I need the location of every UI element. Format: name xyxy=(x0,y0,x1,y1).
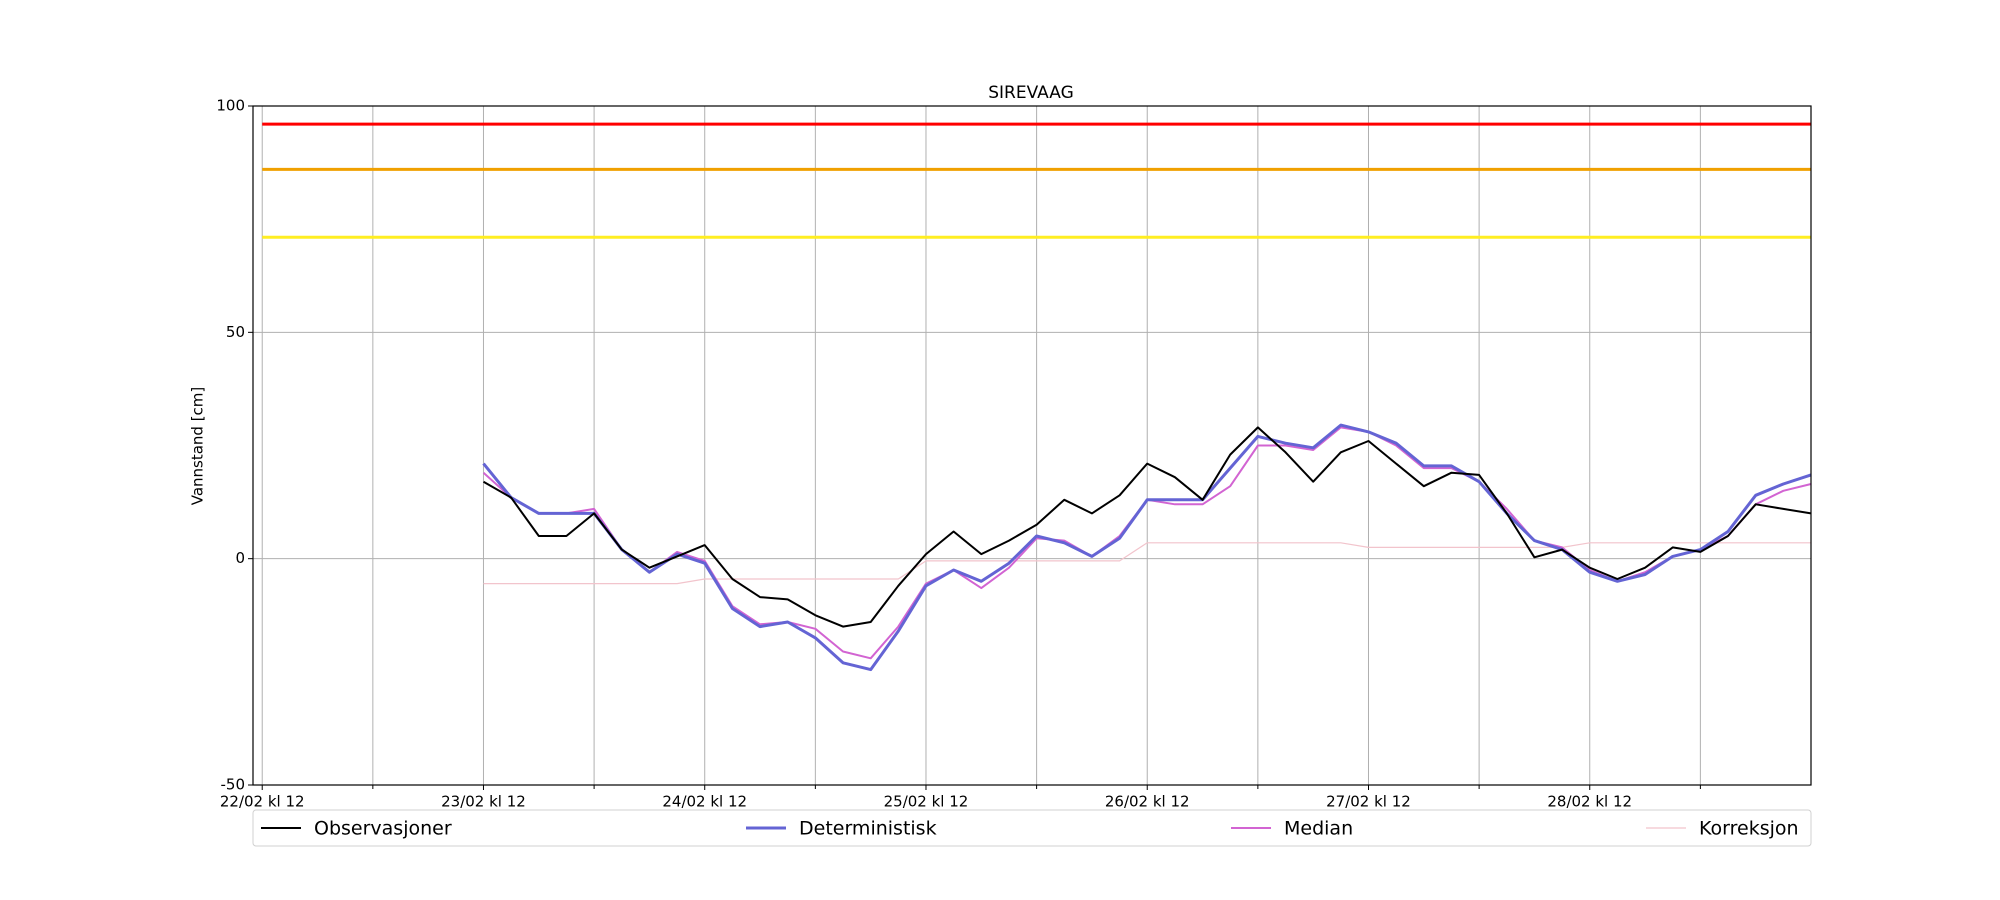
y-tick-label: 50 xyxy=(226,323,245,341)
y-tick-label: -50 xyxy=(221,776,246,794)
legend-box xyxy=(252,809,1812,847)
legend-text: Median xyxy=(1284,818,1353,840)
series-line xyxy=(483,426,1812,628)
x-tick-label: 28/02 kl 12 xyxy=(1547,793,1632,811)
y-tick-label: 0 xyxy=(235,549,245,567)
x-tick-label: 22/02 kl 12 xyxy=(220,793,305,811)
series-line xyxy=(483,542,1811,585)
x-tick-label: 25/02 kl 12 xyxy=(884,793,969,811)
plot-frame xyxy=(252,105,1812,786)
x-tick-label: 24/02 kl 12 xyxy=(662,793,747,811)
chart-title: SIREVAAG xyxy=(988,83,1074,103)
series-line xyxy=(482,423,1812,672)
legend-text: Observasjoner xyxy=(314,818,452,840)
x-tick-label: 27/02 kl 12 xyxy=(1326,793,1411,811)
y-tick-label: 100 xyxy=(216,97,245,115)
legend-text: Deterministisk xyxy=(799,818,937,840)
x-tick-label: 26/02 kl 12 xyxy=(1105,793,1190,811)
y-axis-label: Vannstand [cm] xyxy=(189,387,207,506)
x-tick-label: 23/02 kl 12 xyxy=(441,793,526,811)
legend-text: Korreksjon xyxy=(1699,818,1799,840)
